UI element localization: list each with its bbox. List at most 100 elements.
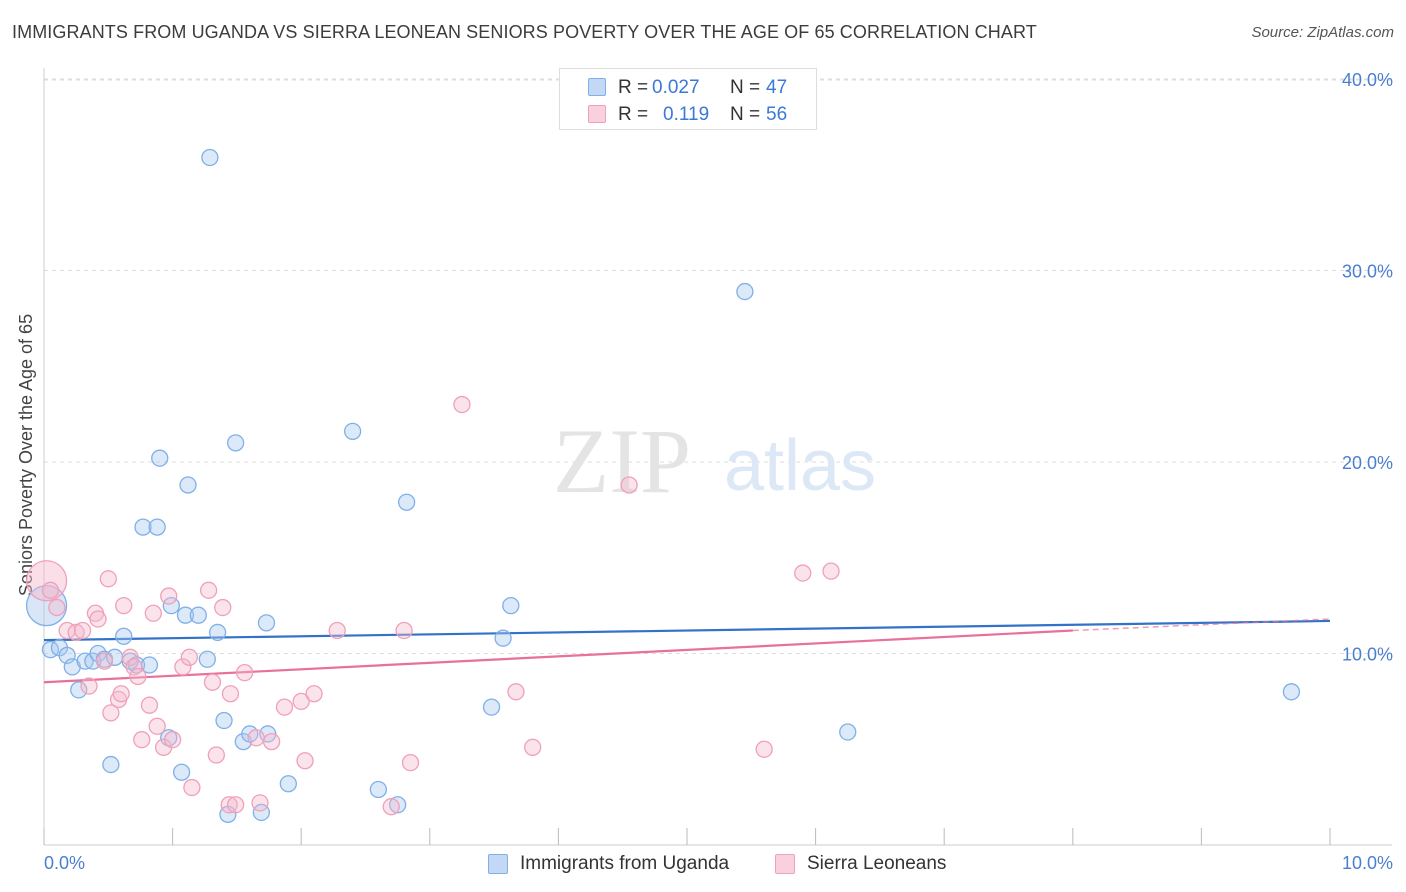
- sierra-point: [296, 752, 314, 770]
- legend-r-value: 0.119: [663, 104, 710, 125]
- sierra-point: [80, 677, 98, 695]
- sierra-point: [453, 395, 471, 414]
- sierra-point: [148, 717, 166, 735]
- uganda-point: [388, 796, 407, 814]
- uganda-point: [502, 596, 520, 615]
- sierra-point: [203, 673, 222, 691]
- sierra-point: [163, 731, 182, 749]
- legend-top: R = 0.027 N = 47 R = 0.119 N = 56: [559, 68, 817, 130]
- watermark: ZIP atlas: [553, 410, 876, 512]
- sierra-point: [125, 658, 143, 676]
- uganda-point: [189, 606, 207, 624]
- watermark-zip: ZIP: [553, 410, 691, 512]
- uganda-point: [198, 650, 216, 668]
- sierra-point: [292, 692, 310, 711]
- sierra-point: [140, 696, 159, 714]
- sierra-point: [183, 778, 201, 797]
- legend-n-label: N =: [730, 77, 761, 98]
- sierra-point: [328, 621, 346, 640]
- uganda-point: [201, 148, 219, 167]
- y-tick-label: 10.0%: [1342, 645, 1393, 665]
- sierra-point: [620, 476, 638, 494]
- sierra-point: [395, 621, 413, 640]
- chart-title: IMMIGRANTS FROM UGANDA VS SIERRA LEONEAN…: [12, 22, 1037, 42]
- sierra-point: [247, 729, 265, 747]
- legend-swatch-sierra: [588, 105, 606, 123]
- legend-swatch-uganda: [588, 78, 606, 96]
- uganda-point: [115, 627, 133, 645]
- uganda-point: [148, 518, 166, 536]
- uganda-point: [172, 763, 191, 781]
- uganda-point: [369, 780, 388, 799]
- legend-label-uganda: Immigrants from Uganda: [520, 853, 730, 874]
- sierra-point: [160, 587, 178, 605]
- sierra-point: [755, 740, 773, 758]
- sierra-point: [133, 731, 151, 749]
- legend-r-value: 0.027: [652, 77, 700, 98]
- sierra-point: [25, 560, 68, 602]
- uganda-point: [70, 681, 88, 699]
- uganda-point: [398, 493, 416, 511]
- sierra-point: [41, 581, 60, 599]
- trend-layer: [43, 618, 1331, 684]
- watermark-atlas: atlas: [724, 426, 876, 506]
- sierra-point: [214, 598, 232, 617]
- uganda-point: [215, 711, 233, 730]
- sierra-point: [401, 754, 420, 772]
- sierra-point: [95, 652, 114, 670]
- uganda-point: [226, 434, 245, 452]
- legend-swatch-sierra: [775, 854, 795, 874]
- uganda-trend-line: [43, 619, 1331, 642]
- points-layer: [25, 148, 1301, 824]
- sierra-point: [144, 604, 162, 622]
- sierra-point: [102, 704, 120, 722]
- uganda-point: [257, 614, 276, 632]
- legend-n-value: 56: [766, 104, 788, 125]
- sierra-point: [262, 732, 281, 751]
- sierra-point: [507, 683, 525, 701]
- sierra-point: [220, 796, 238, 814]
- legend-n-label: N =: [730, 104, 761, 125]
- uganda-point: [1282, 683, 1301, 701]
- legend-swatch-uganda: [488, 854, 508, 874]
- uganda-point: [494, 629, 512, 647]
- sierra-point: [822, 562, 840, 580]
- x-tick-label: 0.0%: [44, 853, 85, 873]
- uganda-point: [179, 476, 197, 494]
- chart-source: Source: ZipAtlas.com: [1251, 24, 1394, 41]
- sierra-point: [199, 581, 218, 599]
- uganda-point: [736, 282, 754, 301]
- legend-r-label: R =: [618, 104, 649, 125]
- sierra-point: [73, 621, 92, 640]
- sierra-point: [129, 667, 147, 686]
- uganda-point: [176, 606, 195, 624]
- grid-layer: [44, 78, 1392, 654]
- y-tick-label: 30.0%: [1342, 262, 1393, 282]
- sierra-point: [275, 698, 294, 716]
- legend-label-sierra: Sierra Leoneans: [807, 853, 947, 874]
- uganda-point: [343, 422, 362, 441]
- axis-layer: 10.0% 20.0% 30.0% 40.0% 0.0% 10.0%: [43, 68, 1393, 873]
- sierra-point: [794, 564, 812, 582]
- sierra-point: [89, 610, 107, 628]
- sierra-point: [226, 796, 245, 814]
- legend-n-value: 47: [766, 77, 788, 98]
- sierra-point: [382, 798, 400, 816]
- sierra-point: [180, 648, 198, 666]
- sierra-point: [305, 685, 323, 703]
- legend-r-label: R =: [618, 77, 649, 98]
- uganda-point: [208, 623, 227, 642]
- sierra-point: [207, 746, 225, 764]
- sierra-point: [174, 658, 192, 676]
- y-axis-label: Seniors Poverty Over the Age of 65: [16, 314, 36, 596]
- sierra-point: [235, 664, 254, 682]
- sierra-point: [48, 598, 66, 617]
- sierra-point: [121, 648, 139, 666]
- sierra-trend-line: [43, 629, 1073, 684]
- sierra-point: [67, 623, 85, 642]
- sierra-point: [115, 596, 133, 615]
- sierra-point: [524, 738, 542, 756]
- uganda-point: [151, 449, 169, 467]
- uganda-point: [839, 723, 857, 741]
